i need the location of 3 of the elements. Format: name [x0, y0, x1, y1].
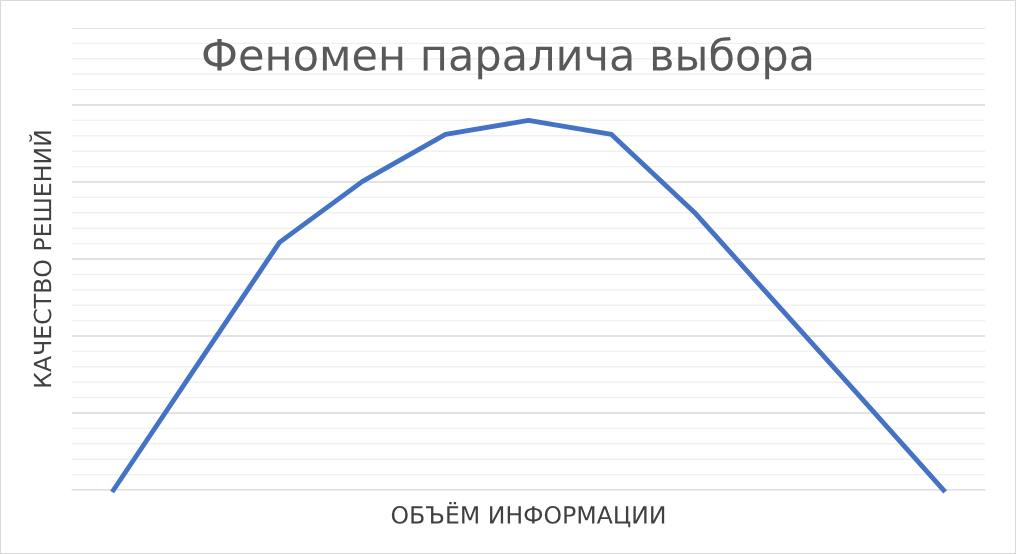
x-axis-title: ОБЪЁМ ИНФОРМАЦИИ: [391, 501, 665, 528]
y-axis-title: КАЧЕСТВО РЕШЕНИЙ: [29, 131, 52, 387]
chart-title: Феномен паралича выбора: [203, 36, 812, 80]
